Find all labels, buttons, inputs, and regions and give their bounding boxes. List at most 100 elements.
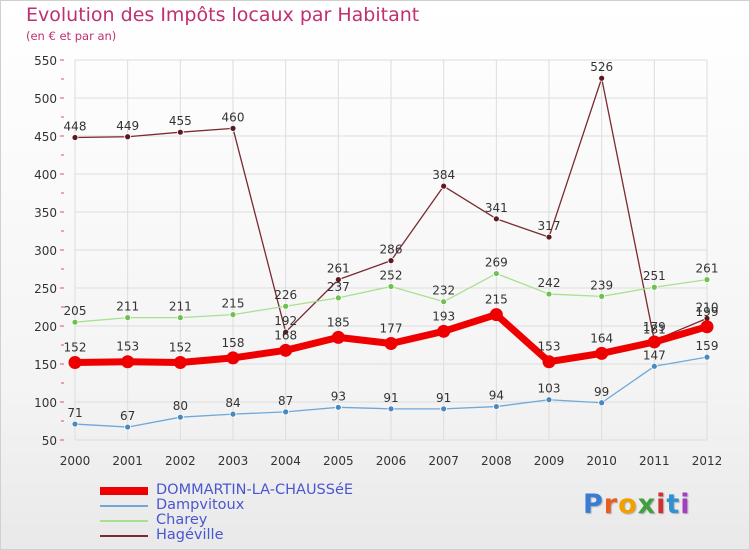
data-label: 147 <box>643 348 666 362</box>
x-tick-label: 2010 <box>586 454 617 468</box>
y-tick-label: 250 <box>34 282 57 296</box>
x-tick-label: 2000 <box>60 454 91 468</box>
data-point <box>334 276 342 284</box>
data-point <box>331 330 345 344</box>
data-point <box>279 343 293 357</box>
data-label: 242 <box>538 276 561 290</box>
data-label: 91 <box>436 391 451 405</box>
data-label: 286 <box>380 243 403 257</box>
data-label: 526 <box>590 60 613 74</box>
x-tick-label: 2008 <box>481 454 512 468</box>
data-point <box>124 314 132 322</box>
logo-letter: x <box>637 489 657 520</box>
data-point <box>176 413 184 421</box>
data-label: 210 <box>696 300 719 314</box>
data-point <box>545 290 553 298</box>
data-label: 152 <box>169 340 192 354</box>
data-point <box>68 355 82 369</box>
data-point <box>492 270 500 277</box>
data-point <box>440 298 448 306</box>
data-label: 215 <box>485 293 508 307</box>
data-label: 168 <box>274 328 297 342</box>
data-label: 93 <box>331 389 346 403</box>
legend-swatch <box>100 487 148 495</box>
data-point <box>598 74 606 82</box>
data-label: 87 <box>278 394 293 408</box>
y-tick-label: 200 <box>34 320 57 334</box>
data-label: 261 <box>696 262 719 276</box>
data-label: 177 <box>380 321 403 335</box>
x-tick-label: 2003 <box>218 454 249 468</box>
logo-letter: r <box>603 489 619 520</box>
x-tick-label: 2002 <box>165 454 196 468</box>
data-label: 269 <box>485 256 508 270</box>
logo-letter: o <box>618 489 638 520</box>
data-point <box>650 362 658 370</box>
x-tick-label: 2009 <box>534 454 565 468</box>
data-label: 211 <box>169 300 192 314</box>
data-label: 199 <box>696 305 719 319</box>
data-label: 237 <box>327 280 350 294</box>
data-point <box>598 292 606 300</box>
data-label: 252 <box>380 268 403 282</box>
data-point <box>282 408 290 416</box>
data-label: 91 <box>383 391 398 405</box>
x-tick-label: 2012 <box>692 454 723 468</box>
data-label: 455 <box>169 114 192 128</box>
data-label: 205 <box>64 304 87 318</box>
x-tick-label: 2004 <box>270 454 301 468</box>
data-label: 317 <box>538 219 561 233</box>
legend-label: Charey <box>156 512 208 528</box>
data-point <box>492 403 500 410</box>
data-point <box>121 355 135 369</box>
data-point <box>229 124 237 132</box>
y-tick-label: 500 <box>34 92 57 106</box>
data-point <box>71 134 79 141</box>
y-tick-label: 400 <box>34 168 57 182</box>
x-tick-label: 2006 <box>376 454 407 468</box>
data-point <box>124 133 132 141</box>
data-point <box>124 423 132 431</box>
data-label: 384 <box>432 168 455 182</box>
data-label: 232 <box>432 284 455 298</box>
data-label: 226 <box>274 288 297 302</box>
data-point <box>387 405 395 413</box>
proxiti-logo: Proxiti <box>583 489 691 520</box>
chart-title: Evolution des Impôts locaux par Habitant <box>26 4 420 26</box>
y-tick-label: 350 <box>34 206 57 220</box>
legend-label: Dampvitoux <box>156 497 245 513</box>
data-label: 448 <box>64 120 87 134</box>
data-label: 251 <box>643 269 666 283</box>
data-label: 99 <box>594 385 609 399</box>
chart-subtitle: (en € et par an) <box>26 29 117 43</box>
data-label: 103 <box>538 382 561 396</box>
data-point <box>176 314 184 322</box>
data-point <box>440 182 448 190</box>
data-point <box>545 396 553 404</box>
data-point <box>173 355 187 369</box>
data-point <box>542 355 556 369</box>
x-tick-label: 2001 <box>112 454 143 468</box>
data-label: 67 <box>120 409 135 423</box>
data-point <box>334 294 342 302</box>
data-point <box>176 128 184 136</box>
data-point <box>703 353 711 361</box>
data-point <box>703 276 711 284</box>
y-tick-label: 100 <box>34 396 57 410</box>
data-label: 211 <box>116 300 139 314</box>
data-point <box>440 405 448 413</box>
x-tick-label: 2011 <box>639 454 670 468</box>
data-label: 261 <box>327 262 350 276</box>
data-label: 153 <box>538 340 561 354</box>
data-label: 84 <box>225 396 240 410</box>
logo-letter: t <box>666 489 681 520</box>
data-point <box>334 403 342 411</box>
logo-letter: P <box>583 489 604 520</box>
data-point <box>489 308 503 322</box>
legend-label: DOMMARTIN-LA-CHAUSSéE <box>156 482 354 498</box>
y-tick-label: 50 <box>42 434 57 448</box>
data-point <box>229 311 237 319</box>
data-point <box>595 346 609 360</box>
